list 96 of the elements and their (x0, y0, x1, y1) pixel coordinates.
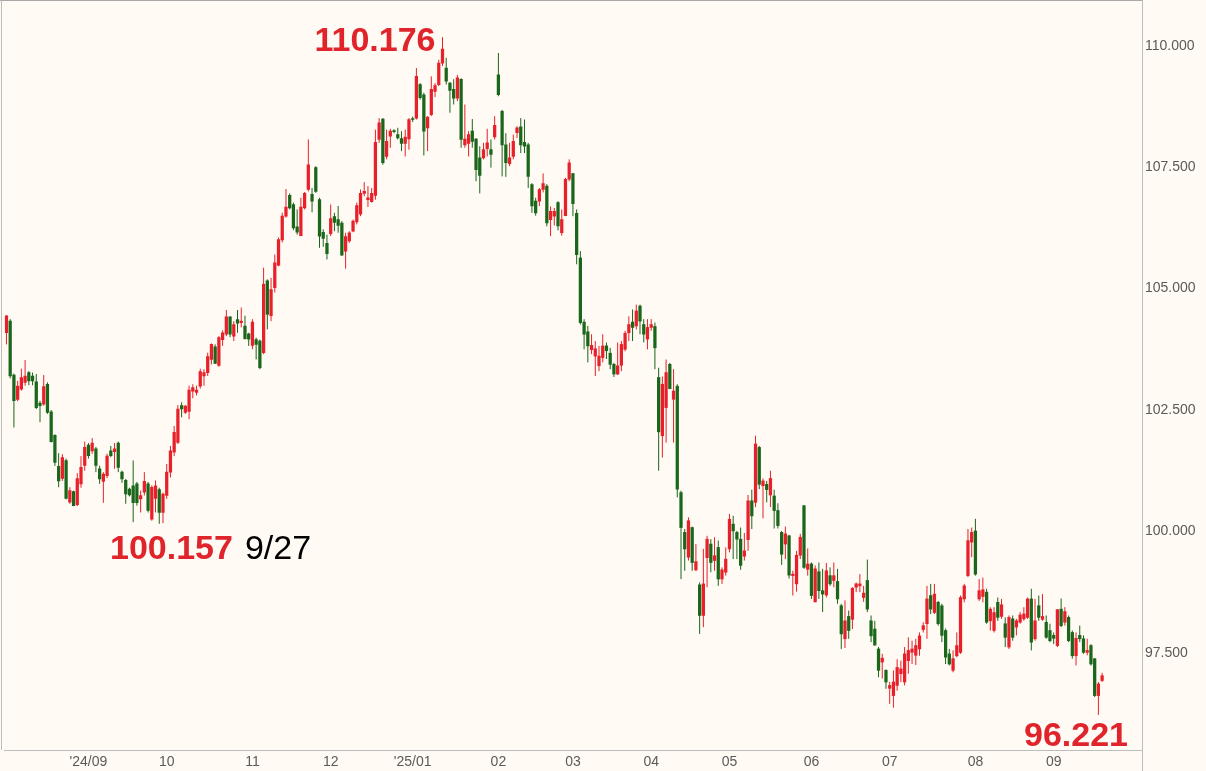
candlestick (914, 638, 918, 666)
x-tick-label: 02 (490, 753, 507, 770)
candlestick (765, 480, 769, 503)
candlestick (761, 477, 765, 519)
candlestick (671, 368, 676, 444)
candlestick (835, 568, 840, 605)
candlestick (366, 185, 370, 208)
candlestick (511, 134, 515, 160)
candlestick (489, 138, 493, 169)
candlestick (951, 649, 955, 673)
candlestick (750, 489, 754, 530)
x-tick-label: 12 (322, 753, 339, 770)
candlestick (60, 453, 64, 482)
candlestick (772, 489, 776, 530)
candlestick (384, 129, 389, 160)
annotation: 100.157 (110, 528, 233, 567)
candlestick (198, 368, 202, 390)
candlestick (891, 669, 896, 709)
candlestick (519, 117, 523, 154)
candlestick (988, 606, 992, 632)
candlestick (131, 460, 135, 523)
candlestick (858, 573, 862, 593)
candlestick (139, 490, 143, 513)
candlestick (876, 646, 881, 678)
candlestick (593, 340, 597, 377)
candlestick (1096, 681, 1101, 716)
candlestick (243, 315, 247, 341)
candlestick (329, 204, 333, 237)
candlestick (228, 315, 232, 338)
candlestick (213, 343, 217, 365)
annotation: 110.176 (314, 19, 436, 58)
candlestick (977, 578, 981, 602)
y-tick-label: 100.000 (1145, 522, 1196, 539)
candlestick (1063, 606, 1067, 627)
candlestick (187, 385, 191, 420)
y-tick-label: 97.500 (1145, 643, 1189, 660)
x-tick-label: 09 (1045, 753, 1062, 770)
candlestick (515, 125, 519, 139)
candlestick (493, 115, 497, 140)
candlestick (42, 374, 46, 407)
candlestick (843, 599, 847, 649)
candlestick (694, 543, 698, 572)
candlestick (4, 314, 9, 345)
candlestick (1059, 597, 1063, 628)
candlestick (399, 130, 404, 152)
candlestick (806, 547, 810, 577)
candlestick (653, 322, 657, 370)
candlestick (1025, 596, 1030, 620)
x-tick-label: 04 (643, 753, 660, 770)
x-tick-label: 11 (245, 753, 260, 770)
candlestick (1040, 593, 1045, 622)
x-tick-label: 08 (967, 753, 984, 770)
y-tick-label: 102.500 (1145, 400, 1196, 417)
candlestick (832, 562, 836, 588)
candlestick (630, 308, 635, 342)
candlestick (1033, 598, 1037, 642)
candlestick (560, 208, 564, 237)
x-tick-label: 07 (881, 753, 898, 770)
candlestick (780, 530, 784, 566)
candlestick (895, 658, 899, 692)
candlestick (496, 52, 501, 97)
candlestick (224, 309, 228, 337)
x-tick-label: 05 (721, 753, 738, 770)
y-tick-label: 105.000 (1145, 279, 1196, 296)
candlestick (999, 598, 1004, 620)
candlestick (888, 681, 892, 705)
x-tick-label: 06 (803, 753, 820, 770)
candlestick (884, 668, 888, 690)
candlestick (16, 380, 20, 402)
annotation: 96.221 (1024, 715, 1129, 754)
candlestick (455, 74, 460, 102)
candlestick (828, 566, 832, 587)
x-tick-label: 10 (158, 753, 175, 770)
candlestick (232, 320, 236, 342)
candlestick (1003, 616, 1007, 648)
candlestick (295, 208, 299, 236)
y-tick-label: 107.500 (1145, 158, 1196, 174)
x-tick-label: '24/09 (69, 753, 108, 770)
candlestick (1044, 614, 1048, 640)
candlestick (992, 606, 996, 633)
candlestick (869, 614, 873, 643)
annotation: 9/27 (244, 528, 312, 567)
candlestick (235, 309, 240, 334)
candlestick (157, 487, 161, 525)
candlestick (616, 341, 620, 376)
candlestick (981, 577, 985, 603)
candlestick (847, 610, 851, 640)
x-tick-label: '25/01 (393, 753, 432, 770)
candlestick (589, 333, 594, 355)
candlestick (1074, 631, 1078, 666)
x-tick-label: 03 (565, 753, 581, 770)
candlestick (768, 470, 773, 508)
candlestick (23, 359, 27, 387)
candlestick (556, 200, 560, 231)
y-tick-label: 110.000 (1145, 36, 1195, 53)
candlestick (709, 538, 713, 573)
